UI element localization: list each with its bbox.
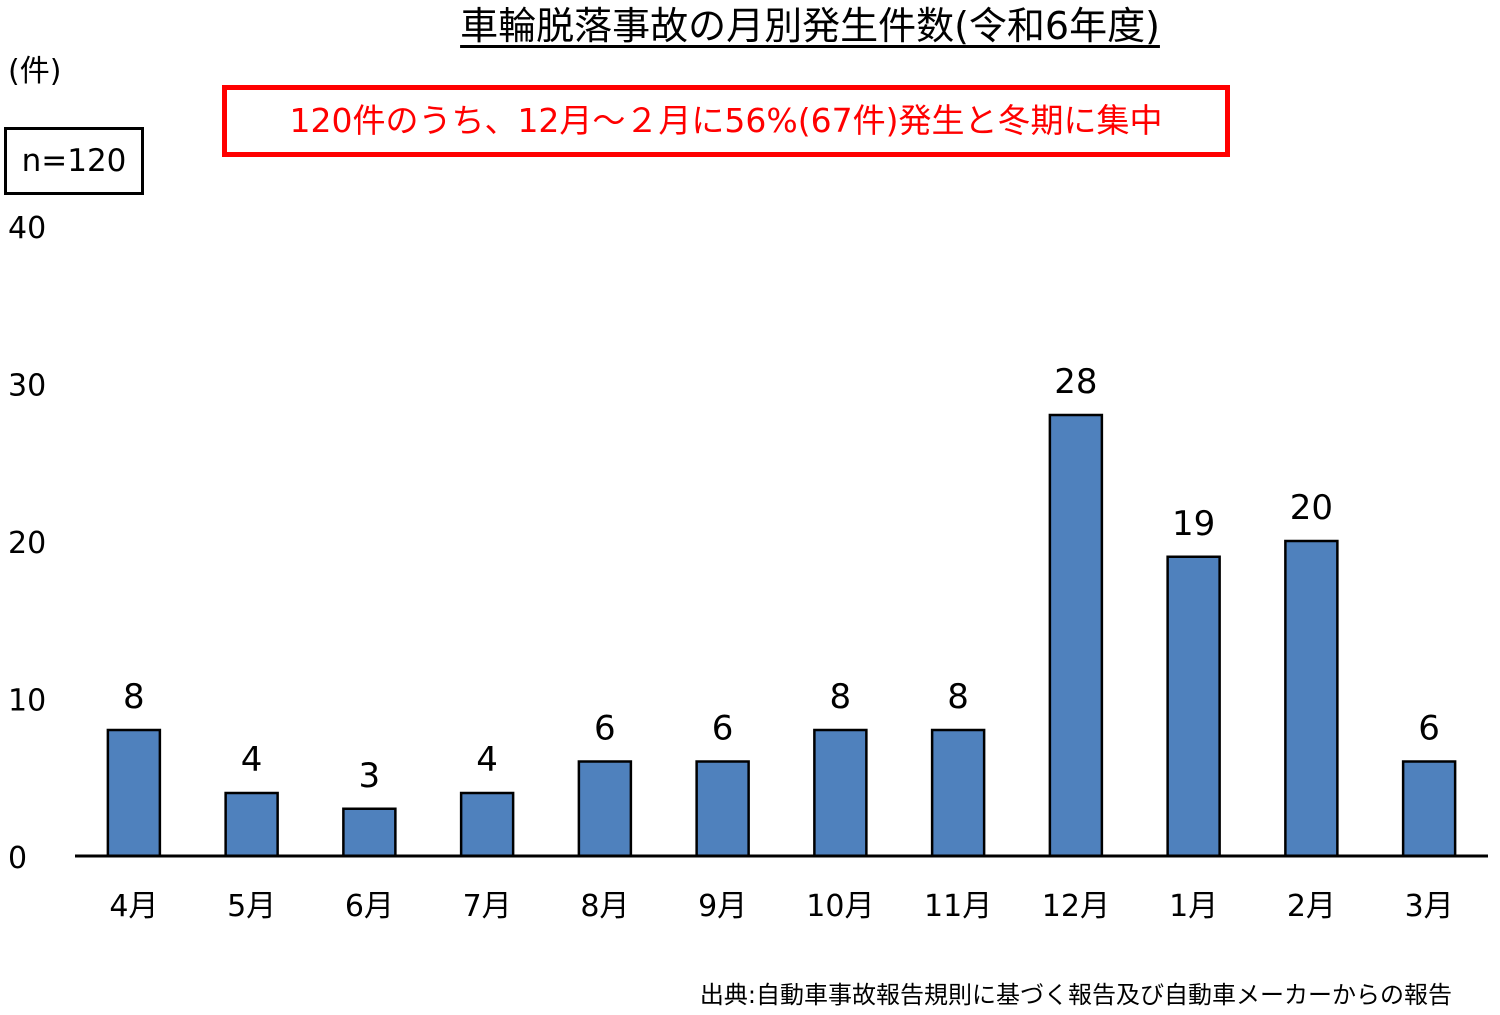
x-tick-label: 6月 [345,889,394,924]
chart-title: 車輪脱落事故の月別発生件数(令和6年度) [460,4,1160,48]
x-tick-label: 1月 [1169,889,1218,924]
bar [224,791,279,858]
source-note: 出典:自動車事故報告規則に基づく報告及び自動車メーカーからの報告 [699,981,1452,1009]
x-tick-label: 10月 [806,889,874,924]
data-label: 4 [241,740,263,780]
x-tick-label: 3月 [1405,889,1454,924]
y-tick-label: 40 [8,211,46,246]
x-tick-label: 8月 [580,889,629,924]
data-label: 28 [1054,362,1097,402]
x-tick-label: 7月 [463,889,512,924]
data-label: 6 [594,709,616,749]
x-tick-label: 11月 [924,889,992,924]
data-label: 8 [123,677,145,717]
y-tick-label: 0 [8,841,27,876]
y-axis-unit-label: (件) [8,54,62,89]
bar [1284,539,1339,858]
bar [577,760,633,858]
bar [342,807,397,858]
x-tick-label: 9月 [698,889,747,924]
data-label: 6 [712,709,734,749]
data-label: 19 [1172,504,1215,544]
bar [1401,760,1457,858]
data-label: 6 [1418,709,1440,749]
data-label: 3 [359,756,381,796]
bar [930,728,986,858]
data-label: 8 [947,677,969,717]
bar [813,728,868,858]
bar [106,728,162,858]
bar [459,791,515,858]
x-tick-label: 12月 [1042,889,1110,924]
y-tick-label: 20 [8,526,46,561]
y-tick-label: 10 [8,684,46,719]
y-tick-label: 30 [8,369,46,404]
data-label: 8 [830,677,852,717]
sample-size-box: n=120 [4,127,144,195]
callout-box: 120件のうち、12月～２月に56%(67件)発生と冬期に集中 [222,85,1230,157]
bar [1048,413,1104,858]
data-label: 20 [1290,488,1333,528]
x-tick-label: 2月 [1287,889,1336,924]
bar [1166,555,1221,858]
x-tick-label: 5月 [227,889,276,924]
x-tick-label: 4月 [109,889,158,924]
data-label: 4 [476,740,498,780]
bar [695,760,750,858]
